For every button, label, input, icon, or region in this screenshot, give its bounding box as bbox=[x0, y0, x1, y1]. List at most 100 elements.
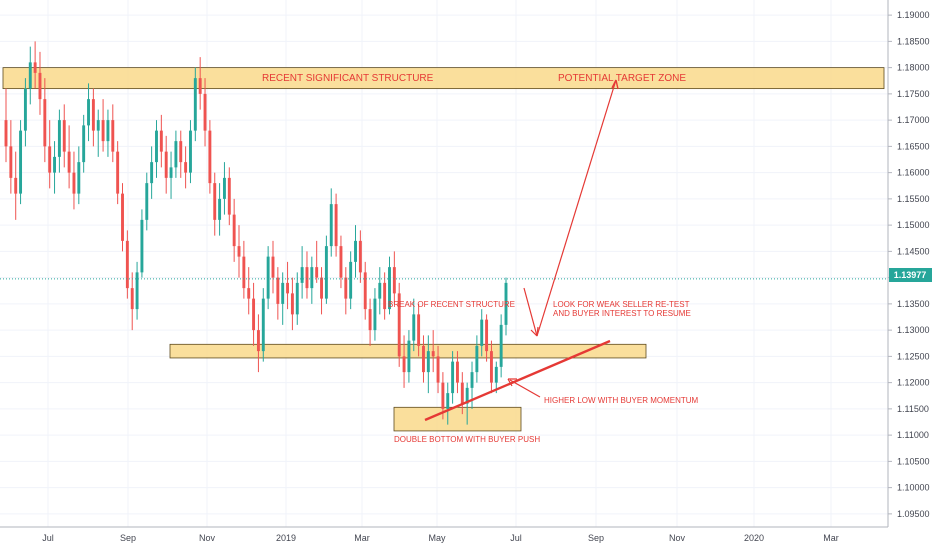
price-tick-label: 1.19000 bbox=[897, 10, 930, 20]
price-tick-label: 1.10000 bbox=[897, 483, 930, 493]
price-tick-label: 1.17000 bbox=[897, 115, 930, 125]
price-axis[interactable]: 1.19000 1.18500 1.18000 1.17500 1.17000 1.165… bbox=[887, 0, 932, 527]
candle-body bbox=[82, 125, 86, 163]
candle-body bbox=[504, 282, 508, 325]
candle-body bbox=[417, 314, 421, 346]
candle-body bbox=[247, 288, 251, 299]
candle-body bbox=[72, 172, 76, 194]
candle-body bbox=[189, 130, 192, 173]
candle-body bbox=[159, 130, 163, 152]
candle-body bbox=[150, 162, 154, 184]
candle-body bbox=[378, 282, 382, 299]
candle-body bbox=[227, 177, 231, 215]
retest-arrow-head bbox=[530, 326, 539, 337]
candle-body bbox=[213, 183, 217, 220]
candle-body bbox=[232, 214, 236, 247]
time-tick-label: Sep bbox=[120, 533, 136, 543]
candle-body bbox=[329, 204, 333, 247]
candle-body bbox=[14, 177, 18, 194]
candle-body bbox=[402, 356, 406, 373]
candle-body bbox=[62, 120, 66, 152]
candle-body bbox=[489, 351, 493, 383]
annotation-top-right: POTENTIAL TARGET ZONE bbox=[558, 73, 686, 84]
target-arrow bbox=[536, 79, 617, 337]
time-tick-label: Jul bbox=[42, 533, 54, 543]
price-tick-label: 1.15500 bbox=[897, 194, 930, 204]
price-tick-label: 1.16500 bbox=[897, 141, 930, 151]
candle-body bbox=[145, 183, 149, 220]
candle-body bbox=[397, 293, 401, 357]
candle-body bbox=[19, 130, 23, 194]
price-tick-label: 1.09500 bbox=[897, 509, 930, 519]
zone-double-bottom-zone bbox=[393, 406, 522, 432]
candle-body bbox=[23, 88, 27, 131]
annotation-retest-1: LOOK FOR WEAK SELLER RE-TEST bbox=[553, 300, 690, 309]
candle-body bbox=[460, 382, 464, 404]
trend-drawings bbox=[424, 79, 619, 422]
price-tick-label: 1.18000 bbox=[897, 63, 930, 73]
candle-body bbox=[276, 277, 280, 304]
candle-body bbox=[252, 298, 256, 331]
candle-body bbox=[121, 193, 124, 241]
price-tick-label: 1.12500 bbox=[897, 351, 930, 361]
candle-body bbox=[106, 120, 110, 142]
candle-body bbox=[286, 282, 290, 294]
candle-body bbox=[475, 345, 479, 373]
price-tick-label: 1.11500 bbox=[897, 404, 929, 414]
candle-body bbox=[271, 256, 275, 278]
price-tick-label: 1.13000 bbox=[897, 325, 930, 335]
candle-body bbox=[499, 324, 503, 367]
time-axis-background bbox=[0, 527, 932, 550]
time-axis[interactable]: Jul Sep Nov 2019 Mar May Jul Sep Nov 2020 Mar bbox=[0, 526, 932, 550]
candle-body bbox=[373, 298, 377, 331]
price-axis-background bbox=[888, 0, 932, 527]
candle-body bbox=[310, 267, 314, 289]
retest-arrow bbox=[523, 287, 538, 337]
candle-body bbox=[363, 272, 367, 310]
candle-body bbox=[87, 99, 90, 126]
candle-body bbox=[441, 382, 445, 409]
candle-body bbox=[315, 267, 319, 278]
target-arrow-head bbox=[611, 79, 619, 90]
candle-body bbox=[116, 151, 120, 194]
candle-body bbox=[222, 177, 226, 199]
time-tick-label: Mar bbox=[823, 533, 839, 543]
candle-body bbox=[256, 330, 260, 352]
price-tick-label: 1.14500 bbox=[897, 246, 930, 256]
candle-body bbox=[266, 256, 270, 299]
candle-body bbox=[4, 120, 8, 147]
candle-body bbox=[344, 277, 348, 299]
candle-body bbox=[392, 267, 396, 294]
candle-body bbox=[96, 120, 100, 131]
candle-body bbox=[281, 282, 285, 304]
candle-body bbox=[494, 366, 498, 383]
candle-body bbox=[320, 277, 323, 299]
price-tick-label: 1.10500 bbox=[897, 456, 930, 466]
time-tick-label: May bbox=[428, 533, 446, 543]
candle-body bbox=[9, 146, 13, 178]
candle-body bbox=[43, 99, 47, 147]
time-tick-label: 2020 bbox=[744, 533, 764, 543]
candle-body bbox=[261, 298, 265, 352]
candle-body bbox=[218, 198, 222, 220]
candle-body bbox=[431, 351, 435, 357]
candle-body bbox=[368, 309, 372, 331]
candle-body bbox=[28, 62, 32, 89]
time-tick-label: Nov bbox=[199, 533, 216, 543]
candle-body bbox=[155, 130, 158, 163]
candle-body bbox=[383, 282, 387, 310]
candle-body bbox=[57, 120, 61, 157]
candle-body bbox=[354, 240, 357, 262]
price-tick-label: 1.18500 bbox=[897, 36, 930, 46]
higher-low-arrow bbox=[509, 379, 541, 398]
candle-body bbox=[174, 141, 178, 168]
candle-body bbox=[324, 246, 328, 299]
candle-body bbox=[101, 120, 105, 142]
candle-body bbox=[203, 93, 207, 131]
candle-body bbox=[358, 240, 362, 273]
candle-body bbox=[33, 62, 37, 73]
price-tick-label: 1.12000 bbox=[897, 378, 930, 388]
candle-body bbox=[480, 319, 484, 346]
